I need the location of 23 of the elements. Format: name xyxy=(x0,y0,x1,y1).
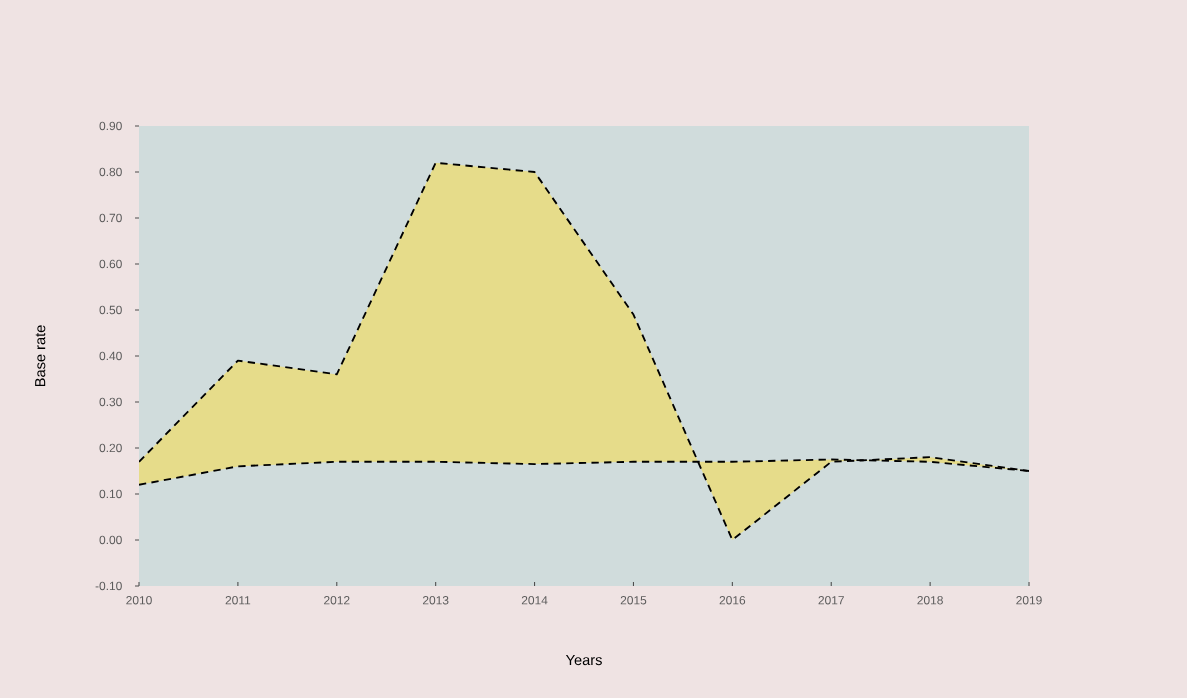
x-tick-label: 2014 xyxy=(521,596,548,605)
x-tick-label: 2017 xyxy=(818,596,844,605)
x-tick-label: 2019 xyxy=(1016,596,1042,605)
y-tick-label: 0.30 xyxy=(99,397,122,407)
y-axis-title: Base rate xyxy=(35,325,46,387)
x-axis-title: Years xyxy=(565,654,602,666)
y-tick-label: 0.60 xyxy=(99,259,122,269)
x-tick-label: 2018 xyxy=(917,596,943,605)
x-tick-label: 2011 xyxy=(225,596,251,605)
x-tick-label: 2016 xyxy=(719,596,746,605)
x-tick-label: 2012 xyxy=(324,596,350,605)
y-tick-label: -0.10 xyxy=(95,581,122,591)
y-tick-label: 0.10 xyxy=(99,489,122,499)
y-tick-label: 0.00 xyxy=(99,535,122,545)
y-tick-label: 0.40 xyxy=(99,351,122,361)
x-tick-label: 2015 xyxy=(620,596,647,605)
y-tick-label: 0.80 xyxy=(99,167,122,177)
y-tick-label: 0.50 xyxy=(99,305,122,315)
x-tick-label: 2013 xyxy=(422,596,449,605)
y-tick-label: 0.70 xyxy=(99,213,122,223)
y-tick-label: 0.90 xyxy=(99,121,122,131)
y-tick-label: 0.20 xyxy=(99,443,122,453)
x-tick-label: 2010 xyxy=(126,596,152,605)
